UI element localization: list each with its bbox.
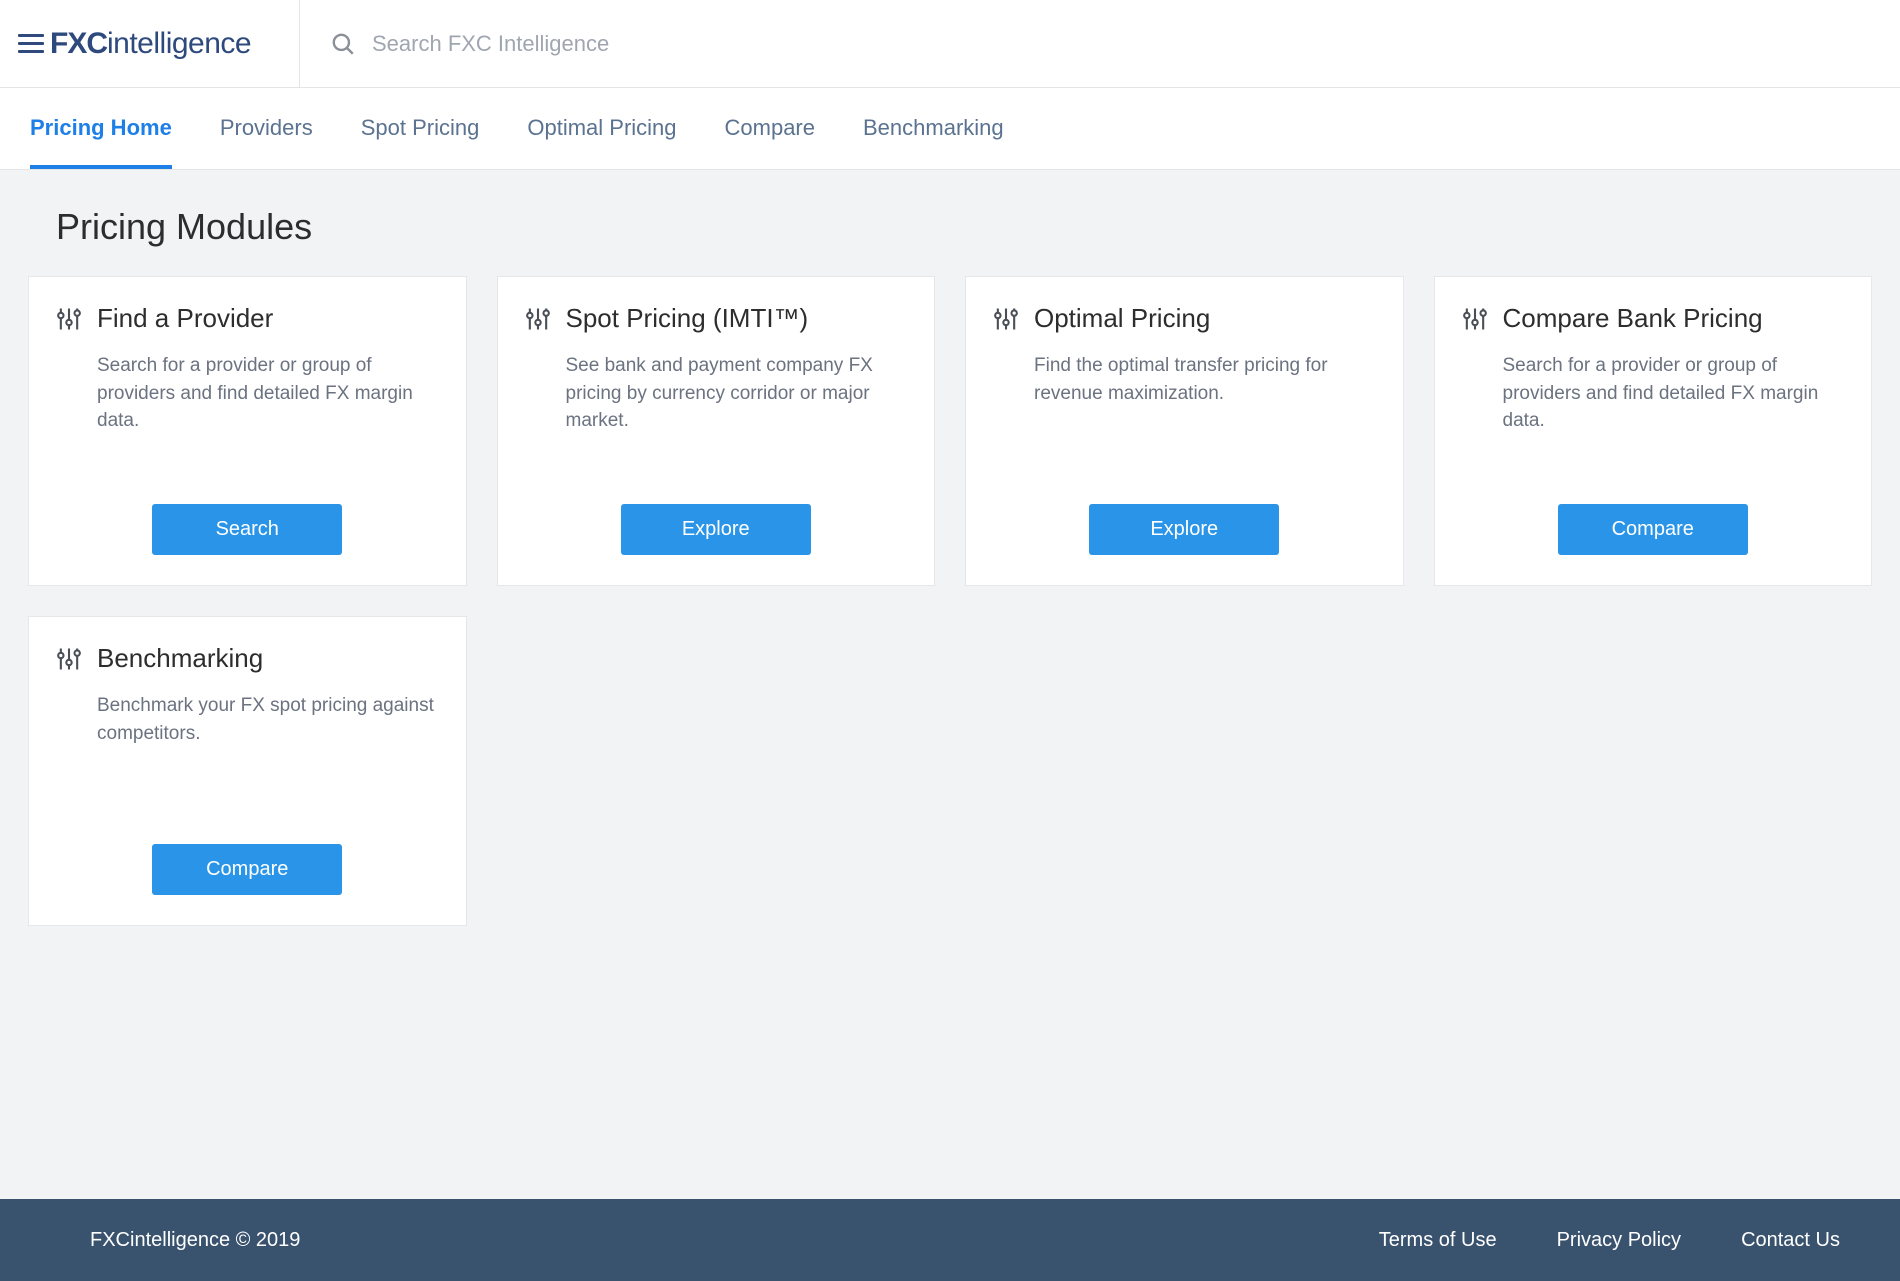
main-content: Pricing Modules Find a Provider Search f… xyxy=(0,170,1900,1199)
footer-link-terms[interactable]: Terms of Use xyxy=(1379,1229,1497,1252)
card-title: Compare Bank Pricing xyxy=(1503,303,1763,334)
sliders-icon xyxy=(524,305,552,333)
compare-button[interactable]: Compare xyxy=(1558,504,1748,555)
card-title: Benchmarking xyxy=(97,643,263,674)
brand-strong: FXC xyxy=(50,27,107,61)
search-icon[interactable] xyxy=(330,31,356,57)
logo-area: FXCintelligence xyxy=(0,0,300,87)
card-desc: Search for a provider or group of provid… xyxy=(1503,352,1846,484)
card-desc: Search for a provider or group of provid… xyxy=(97,352,440,484)
card-title: Find a Provider xyxy=(97,303,273,334)
sliders-icon xyxy=(55,645,83,673)
explore-button[interactable]: Explore xyxy=(1089,504,1279,555)
card-spot-pricing: Spot Pricing (IMTI™) See bank and paymen… xyxy=(497,276,936,586)
tab-benchmarking[interactable]: Benchmarking xyxy=(863,89,1004,169)
topbar: FXCintelligence xyxy=(0,0,1900,88)
card-compare-bank-pricing: Compare Bank Pricing Search for a provid… xyxy=(1434,276,1873,586)
tab-spot-pricing[interactable]: Spot Pricing xyxy=(361,89,480,169)
page-title: Pricing Modules xyxy=(56,206,1872,248)
footer-copyright: FXCintelligence © 2019 xyxy=(90,1229,300,1252)
tab-pricing-home[interactable]: Pricing Home xyxy=(30,89,172,169)
search-button[interactable]: Search xyxy=(152,504,342,555)
footer: FXCintelligence © 2019 Terms of Use Priv… xyxy=(0,1199,1900,1281)
nav-tabs: Pricing Home Providers Spot Pricing Opti… xyxy=(0,88,1900,170)
card-desc: See bank and payment company FX pricing … xyxy=(566,352,909,484)
sliders-icon xyxy=(992,305,1020,333)
menu-icon[interactable] xyxy=(18,31,44,57)
explore-button[interactable]: Explore xyxy=(621,504,811,555)
card-find-provider: Find a Provider Search for a provider or… xyxy=(28,276,467,586)
brand-rest: intelligence xyxy=(107,27,251,61)
card-grid: Find a Provider Search for a provider or… xyxy=(28,276,1872,926)
card-title: Spot Pricing (IMTI™) xyxy=(566,303,809,334)
footer-link-privacy[interactable]: Privacy Policy xyxy=(1557,1229,1681,1252)
footer-link-contact[interactable]: Contact Us xyxy=(1741,1229,1840,1252)
footer-links: Terms of Use Privacy Policy Contact Us xyxy=(1379,1229,1840,1252)
card-optimal-pricing: Optimal Pricing Find the optimal transfe… xyxy=(965,276,1404,586)
search-area xyxy=(300,23,1900,65)
brand-logo[interactable]: FXCintelligence xyxy=(50,27,251,61)
sliders-icon xyxy=(55,305,83,333)
card-title: Optimal Pricing xyxy=(1034,303,1210,334)
card-benchmarking: Benchmarking Benchmark your FX spot pric… xyxy=(28,616,467,926)
compare-button[interactable]: Compare xyxy=(152,844,342,895)
card-desc: Benchmark your FX spot pricing against c… xyxy=(97,692,440,824)
tab-providers[interactable]: Providers xyxy=(220,89,313,169)
search-input[interactable] xyxy=(356,23,856,65)
sliders-icon xyxy=(1461,305,1489,333)
tab-optimal-pricing[interactable]: Optimal Pricing xyxy=(527,89,676,169)
card-desc: Find the optimal transfer pricing for re… xyxy=(1034,352,1377,484)
tab-compare[interactable]: Compare xyxy=(725,89,815,169)
